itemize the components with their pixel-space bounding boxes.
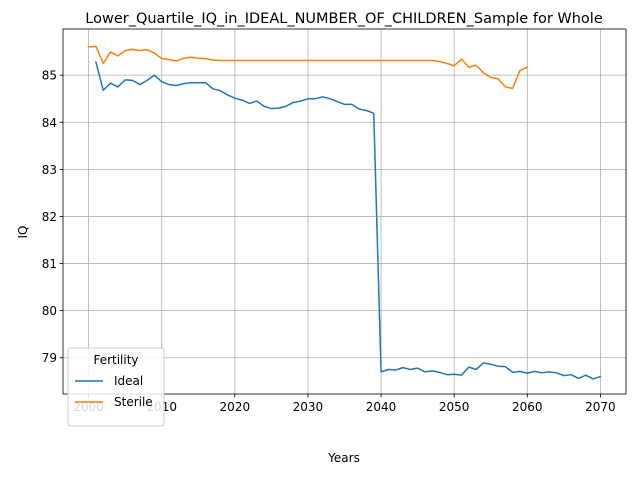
plot-frame (62, 28, 627, 395)
x-tick-label: 2020 (220, 400, 251, 414)
y-axis: 79 80 81 82 83 84 85 (42, 69, 63, 365)
chart-title: Lower_Quartile_IQ_in_IDEAL_NUMBER_OF_CHI… (85, 11, 603, 27)
y-tick-label: 82 (42, 210, 57, 224)
x-tick-label: 2070 (585, 400, 616, 414)
x-tick-label: 2040 (366, 400, 397, 414)
series-line-sterile (87, 45, 529, 90)
y-axis-title: IQ (16, 226, 30, 239)
y-tick-label: 85 (42, 69, 57, 83)
y-tick-label: 84 (42, 116, 57, 130)
legend: Fertility Ideal Sterile (67, 347, 165, 427)
x-tick-label: 2050 (439, 400, 470, 414)
y-tick-label: 81 (42, 257, 57, 271)
legend-box (67, 347, 165, 427)
x-tick-label: 2060 (512, 400, 543, 414)
series-layer (87, 45, 602, 380)
y-tick-label: 79 (42, 351, 57, 365)
legend-label-sterile: Sterile (114, 395, 153, 409)
x-axis-title: Years (327, 451, 360, 465)
y-tick-label: 83 (42, 163, 57, 177)
legend-title: Fertility (93, 353, 138, 367)
series-line-ideal (94, 61, 602, 380)
legend-label-ideal: Ideal (114, 374, 143, 388)
y-tick-label: 80 (42, 304, 57, 318)
x-tick-label: 2030 (293, 400, 324, 414)
